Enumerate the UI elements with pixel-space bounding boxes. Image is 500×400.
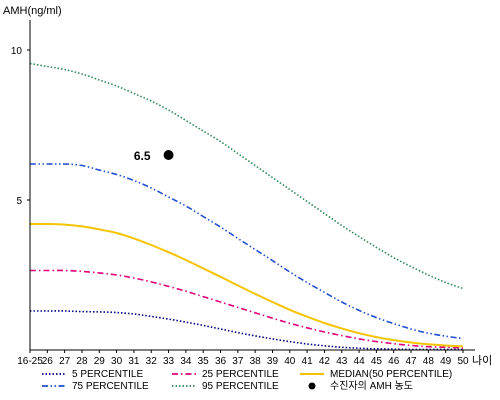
series-line-5-percentile xyxy=(30,310,463,351)
x-tick-label: 32 xyxy=(146,356,158,367)
series-line-median-50-percentile xyxy=(29,222,464,348)
x-tick-label: 41 xyxy=(302,356,314,367)
x-tick-label: 35 xyxy=(198,356,210,367)
x-tick-label: 49 xyxy=(440,356,452,367)
x-tick-label: 33 xyxy=(163,356,175,367)
series-line-95-percentile xyxy=(29,62,464,290)
x-tick-label: 45 xyxy=(371,356,383,367)
x-tick-label: 29 xyxy=(94,356,106,367)
legend-label-95-percentile: 95 PERCENTILE xyxy=(202,381,279,392)
axes-layer xyxy=(29,20,475,351)
x-tick-label: 46 xyxy=(388,356,400,367)
x-tick-label: 44 xyxy=(354,356,366,367)
legend: 5 PERCENTILE 25 PERCENTILE MEDIAN(50 PERCE… xyxy=(42,369,452,392)
x-tick-label: 27 xyxy=(59,356,71,367)
legend-marker-patient-point xyxy=(308,382,316,390)
x-tick-label: 43 xyxy=(336,356,348,367)
legend-label-median-50-percentile: MEDIAN(50 PERCENTILE) xyxy=(330,369,452,380)
patient-amh-point xyxy=(163,150,174,160)
x-tick-label: 50 xyxy=(457,356,469,367)
y-tick-label: 10 xyxy=(11,46,23,57)
series-line-75-percentile xyxy=(30,163,464,340)
x-tick-label: 39 xyxy=(267,356,279,367)
legend-label-5-percentile: 5 PERCENTILE xyxy=(72,369,143,380)
patient-amh-value-label: 6.5 xyxy=(134,149,151,163)
x-tick-label: 28 xyxy=(76,356,88,367)
x-tick-label: 48 xyxy=(423,356,435,367)
x-tick-label: 42 xyxy=(319,356,331,367)
x-tick-label: 16-25 xyxy=(17,356,43,367)
x-tick-label: 38 xyxy=(250,356,262,367)
point-layer: 6.5 xyxy=(134,149,174,163)
x-tick-label: 26 xyxy=(42,356,54,367)
x-tick-label: 36 xyxy=(215,356,227,367)
x-axis-title: 나이 xyxy=(472,354,492,367)
y-tick-label: 5 xyxy=(16,196,22,207)
x-tick-label: 40 xyxy=(284,356,296,367)
x-tick-label: 30 xyxy=(111,356,123,367)
legend-label-patient-point: 수진자의 AMH 농도 xyxy=(330,380,413,392)
x-tick-label: 34 xyxy=(180,356,192,367)
legend-label-25-percentile: 25 PERCENTILE xyxy=(202,369,279,380)
x-tick-label: 31 xyxy=(128,356,140,367)
y-axis-title: AMH(ng/ml) xyxy=(3,5,62,17)
x-tick-label: 37 xyxy=(232,356,244,367)
legend-label-75-percentile: 75 PERCENTILE xyxy=(72,381,149,392)
series-line-25-percentile xyxy=(29,269,464,349)
x-tick-label: 47 xyxy=(405,356,417,367)
series-layer xyxy=(29,62,464,351)
